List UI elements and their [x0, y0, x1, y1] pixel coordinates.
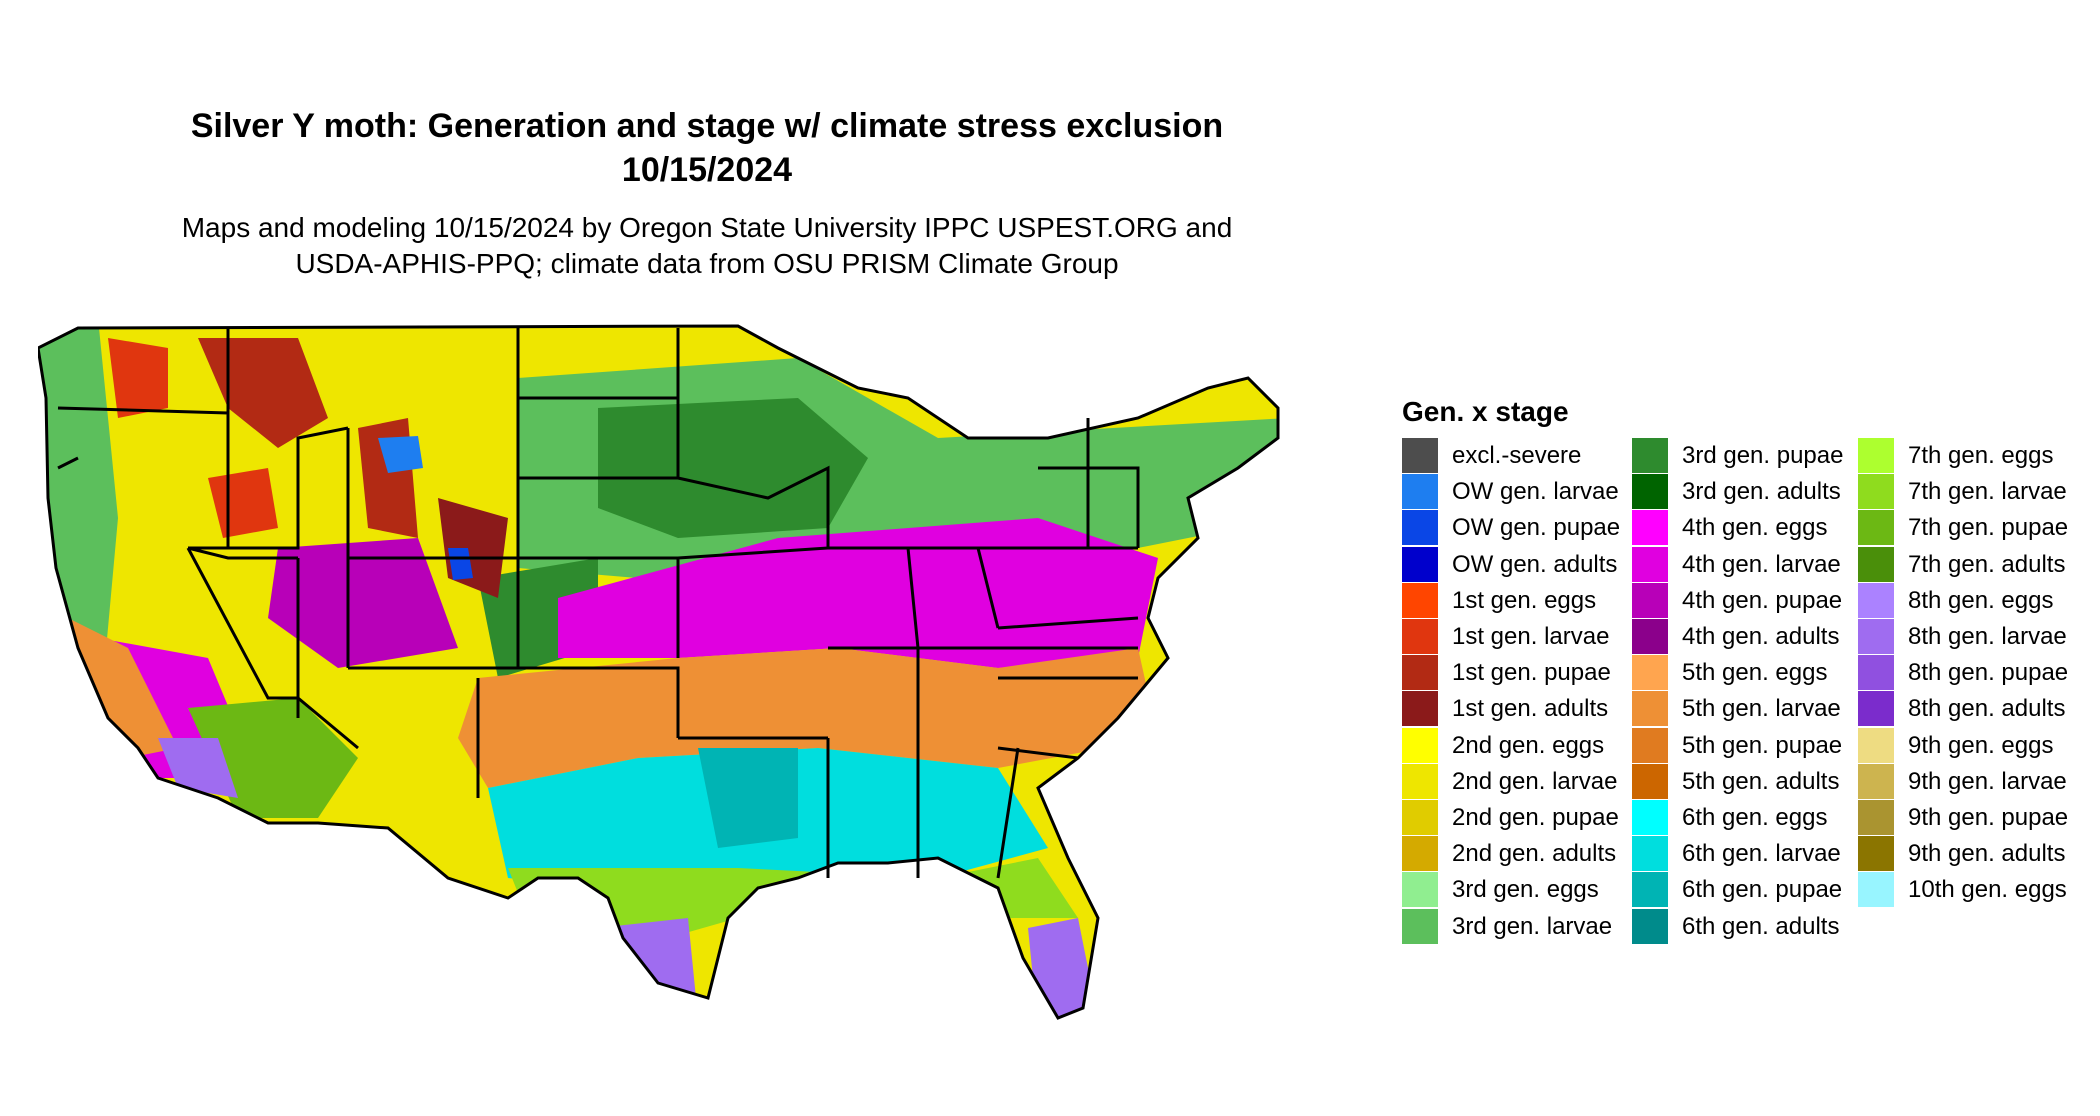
legend-swatch	[1858, 763, 1894, 799]
us-generation-map	[38, 324, 1280, 1020]
legend-label: excl.-severe	[1452, 442, 1582, 469]
legend-swatch	[1402, 691, 1438, 727]
legend-label: 9th gen. pupae	[1908, 804, 2069, 831]
legend-swatch	[1858, 872, 1894, 908]
legend-swatch	[1402, 763, 1438, 799]
map-title-line1: Silver Y moth: Generation and stage w/ c…	[190, 107, 1224, 145]
legend-label: 9th gen. larvae	[1908, 767, 2067, 795]
legend-label: 9th gen. adults	[1908, 840, 2066, 868]
legend-label: 1st gen. eggs	[1452, 586, 1597, 614]
legend-swatch	[1402, 438, 1438, 473]
legend-label: 5th gen. eggs	[1682, 659, 1828, 687]
legend-label: 7th gen. larvae	[1908, 478, 2067, 506]
legend-swatch	[1858, 582, 1894, 618]
legend-swatch	[1632, 872, 1668, 908]
legend-label: 4th gen. larvae	[1682, 550, 1841, 578]
map-title: Silver Y moth: Generation and stage w/ c…	[80, 104, 1334, 192]
legend-label: 8th gen. larvae	[1908, 623, 2067, 650]
legend-swatch	[1632, 546, 1668, 582]
legend-swatch	[1858, 474, 1894, 510]
map-subtitle-line1: Maps and modeling 10/15/2024 by Oregon S…	[181, 212, 1233, 243]
legend-swatch	[1632, 619, 1668, 654]
legend-swatch	[1632, 582, 1668, 618]
legend-label: 7th gen. eggs	[1908, 442, 2054, 469]
legend-label: OW gen. adults	[1452, 550, 1618, 578]
legend-label: 1st gen. adults	[1452, 695, 1609, 723]
legend-swatch	[1858, 800, 1894, 835]
legend-label: 8th gen. eggs	[1908, 586, 2054, 614]
legend-label: 4th gen. adults	[1682, 623, 1840, 650]
legend-label: 6th gen. eggs	[1682, 804, 1828, 831]
legend-label: 1st gen. pupae	[1452, 659, 1611, 687]
legend-swatch	[1632, 908, 1668, 944]
legend-label: 5th gen. adults	[1682, 767, 1840, 795]
legend-label: OW gen. larvae	[1452, 478, 1619, 506]
legend-swatch	[1858, 438, 1894, 473]
legend-swatch	[1632, 474, 1668, 510]
legend-label: 8th gen. adults	[1908, 695, 2066, 723]
legend-swatch	[1858, 836, 1894, 872]
legend-label: 3rd gen. eggs	[1452, 876, 1599, 904]
legend-swatch	[1402, 872, 1438, 908]
legend-swatch	[1632, 727, 1668, 763]
legend-label: 6th gen. larvae	[1682, 840, 1841, 868]
legend-swatch	[1402, 908, 1438, 944]
legend-label: 2nd gen. pupae	[1452, 804, 1619, 831]
legend-swatch	[1402, 727, 1438, 763]
legend-swatch	[1402, 546, 1438, 582]
legend-swatch	[1858, 546, 1894, 582]
legend-label: OW gen. pupae	[1452, 514, 1621, 542]
legend-swatch	[1632, 655, 1668, 691]
state-boundaries	[38, 324, 1280, 1020]
legend-label: 3rd gen. larvae	[1452, 912, 1613, 940]
legend-label: 6th gen. adults	[1682, 912, 1840, 940]
legend-swatch	[1632, 836, 1668, 872]
legend-label: 7th gen. pupae	[1908, 514, 2069, 542]
map-subtitle-line2: USDA-APHIS-PPQ; climate data from OSU PR…	[295, 248, 1119, 279]
legend-label: 2nd gen. adults	[1452, 840, 1617, 868]
legend-swatch	[1402, 582, 1438, 618]
legend-swatch	[1632, 691, 1668, 727]
legend-swatch	[1858, 619, 1894, 654]
generation-zones	[38, 326, 1278, 1018]
legend-label: 5th gen. pupae	[1682, 731, 1843, 759]
legend-swatch	[1858, 691, 1894, 727]
legend-label: 4th gen. eggs	[1682, 514, 1828, 542]
legend-label: 2nd gen. larvae	[1452, 767, 1618, 795]
legend-label: 9th gen. eggs	[1908, 731, 2054, 759]
legend-swatch	[1402, 836, 1438, 872]
legend-label: 2nd gen. eggs	[1452, 731, 1605, 759]
legend-swatch	[1632, 438, 1668, 473]
legend-swatch	[1632, 510, 1668, 546]
legend-swatch	[1402, 655, 1438, 691]
legend-label: 6th gen. pupae	[1682, 876, 1843, 904]
legend-swatch	[1402, 474, 1438, 510]
legend-title: Gen. x stage	[1402, 396, 1569, 427]
legend-swatch	[1402, 510, 1438, 546]
legend-swatch	[1858, 510, 1894, 546]
map-title-line2: 10/15/2024	[621, 151, 793, 189]
legend-swatch	[1858, 655, 1894, 691]
legend-label: 4th gen. pupae	[1682, 586, 1843, 614]
legend-label: 10th gen. eggs	[1908, 876, 2067, 904]
legend-label: 8th gen. pupae	[1908, 659, 2069, 687]
legend-swatch	[1632, 800, 1668, 835]
legend-label: 1st gen. larvae	[1452, 623, 1610, 650]
legend-swatch	[1632, 763, 1668, 799]
legend-swatch	[1402, 800, 1438, 835]
legend-swatch	[1858, 727, 1894, 763]
legend-label: 3rd gen. adults	[1682, 478, 1841, 506]
legend-label: 5th gen. larvae	[1682, 695, 1841, 723]
legend-label: 7th gen. adults	[1908, 550, 2066, 578]
legend-label: 3rd gen. pupae	[1682, 442, 1844, 469]
map-subtitle: Maps and modeling 10/15/2024 by Oregon S…	[80, 210, 1334, 282]
legend-swatch	[1402, 619, 1438, 654]
